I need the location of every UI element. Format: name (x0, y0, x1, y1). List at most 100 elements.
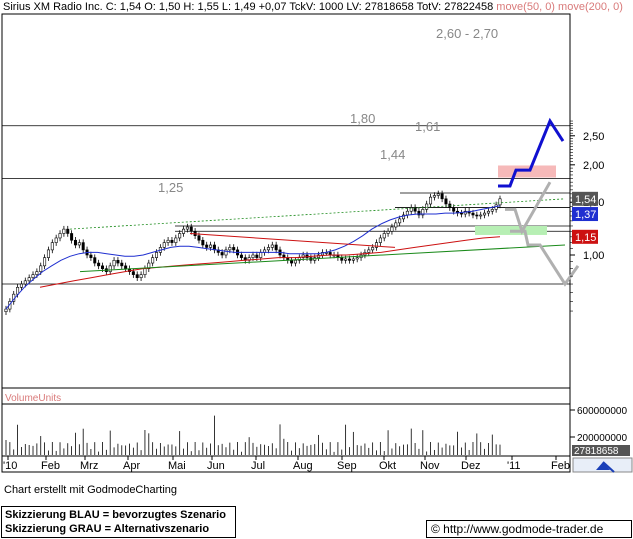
candle-body (201, 239, 205, 246)
candle-body (23, 280, 27, 285)
x-tick-label: Mai (168, 460, 186, 472)
legend-blue: Skizzierung BLAU = bevorzugtes Szenario (5, 509, 226, 521)
candle-body (120, 262, 124, 267)
x-tick-label: Jun (207, 460, 225, 472)
annotation-label: 1,44 (380, 147, 405, 162)
candle-body (425, 203, 429, 210)
candle-body (43, 257, 47, 267)
candle-body (89, 254, 93, 258)
x-tick-label: '11 (507, 460, 521, 472)
candle-body (355, 257, 359, 260)
scroll-arrow-icon[interactable] (572, 457, 633, 473)
x-tick-label: '10 (3, 460, 17, 472)
candle-body (251, 254, 255, 258)
candle-body (155, 252, 159, 258)
candle-body (386, 230, 390, 234)
candle-body (147, 262, 151, 270)
x-tick-label: Nov (420, 460, 440, 472)
candle-body (50, 242, 54, 251)
source-link[interactable]: © http://www.godmode-trader.de (426, 520, 632, 538)
candle-body (131, 271, 135, 275)
candle-body (58, 233, 62, 239)
candle-body (440, 193, 444, 200)
candle-body (54, 237, 58, 243)
ma200-label: move(200, 0) (558, 1, 623, 13)
gray-scenario-path-1 (505, 181, 552, 235)
candle-body (483, 212, 487, 216)
candle-body (293, 260, 297, 264)
annotation-label: 1,61 (415, 119, 440, 134)
candle-body (39, 265, 43, 272)
price-tag (572, 229, 598, 244)
candle-body (405, 210, 409, 216)
candle-body (259, 252, 263, 258)
annotation-label: 2,60 - 2,70 (436, 26, 498, 41)
volume-tick-label: 200000000 (577, 433, 627, 444)
candle-body (27, 277, 31, 282)
candle-body (197, 235, 201, 241)
low-value: L: 1,49 (221, 1, 256, 13)
candle-body (135, 274, 139, 278)
candle-body (73, 239, 77, 246)
candle-body (220, 252, 224, 256)
candle-body (486, 210, 490, 214)
candle-body (290, 260, 294, 264)
candle-body (93, 257, 97, 264)
candle-body (398, 218, 402, 224)
made-with-label: Chart erstellt mit GodmodeCharting (4, 484, 178, 496)
last-volume: LV: 27818658 (346, 1, 414, 13)
candle-body (270, 244, 274, 248)
candle-body (351, 258, 355, 261)
candle-body (189, 226, 193, 232)
candle-body (209, 244, 213, 248)
candle-body (498, 198, 502, 206)
candle-body (166, 239, 170, 243)
volume-panel (1, 403, 571, 457)
x-tick-label: Feb (41, 460, 60, 472)
candle-body (274, 244, 278, 251)
blue-scenario-path (498, 117, 565, 188)
y-tick-label: 2,00 (583, 160, 604, 172)
chart-header: Sirius XM Radio Inc. C: 1,54 O: 1,50 H: … (3, 1, 623, 14)
candle-body (382, 233, 386, 239)
candle-body (224, 249, 228, 256)
lower-trend-line (79, 244, 566, 273)
legend-gray: Skizzierung GRAU = Alternativszenario (5, 523, 210, 535)
ma50-line (5, 205, 501, 310)
volume-last-tag (572, 445, 630, 456)
candle-body (205, 244, 209, 248)
x-tick-label: Mrz (80, 460, 98, 472)
x-tick-label: Feb (551, 460, 570, 472)
x-tick-label: Aug (293, 460, 313, 472)
resistance-line (189, 232, 396, 248)
candle-body (151, 257, 155, 264)
tick-volume: TckV: 1000 (289, 1, 344, 13)
candle-body (46, 249, 50, 258)
candle-body (255, 254, 259, 258)
candle-body (490, 209, 494, 212)
upper-trend-line (69, 198, 566, 230)
candle-body (239, 254, 243, 258)
candle-body (77, 242, 81, 246)
candle-body (301, 254, 305, 258)
price-tag (572, 207, 598, 222)
candle-body (413, 207, 417, 212)
candle-body (182, 228, 186, 234)
x-tick-label: Okt (379, 460, 396, 472)
price-tag-label: 1,54 (575, 194, 596, 206)
candle-body (347, 258, 351, 261)
candle-body (471, 212, 475, 216)
annotation-label: 1,80 (350, 111, 375, 126)
candle-body (4, 308, 8, 312)
price-tag (572, 191, 598, 206)
x-tick-label: Jul (251, 460, 265, 472)
close-value: C: 1,54 (105, 1, 142, 13)
candle-body (475, 214, 479, 217)
candle-body (402, 214, 406, 220)
open-value: O: 1,50 (144, 1, 181, 13)
candle-body (444, 198, 448, 205)
candle-body (409, 207, 413, 212)
time-axis (1, 455, 571, 473)
candle-body (139, 274, 143, 278)
